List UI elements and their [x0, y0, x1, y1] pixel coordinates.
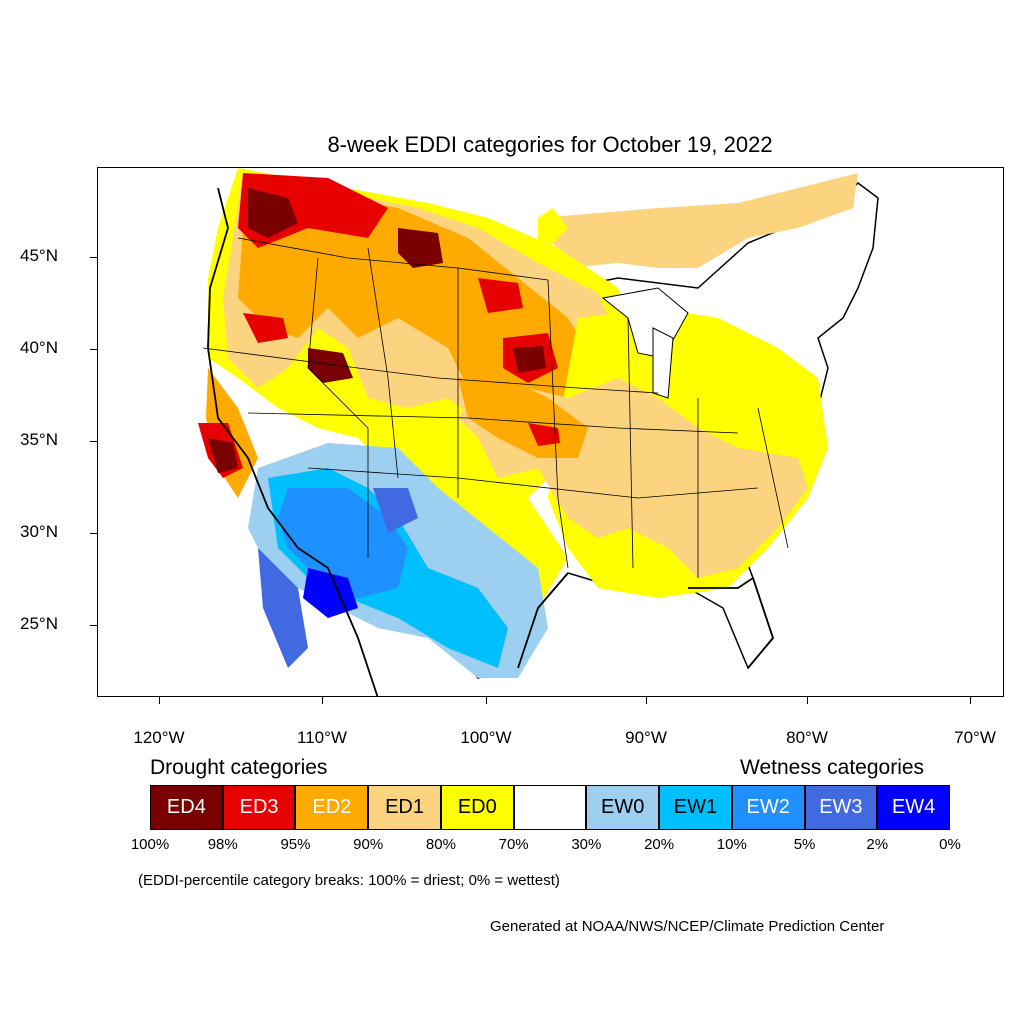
legend-break-label: 10% — [716, 836, 747, 853]
legend-swatch: EW4 — [877, 785, 950, 830]
legend-swatch: EW2 — [731, 785, 805, 830]
baja-ew3 — [258, 548, 308, 668]
kansas-ed3 — [528, 423, 560, 446]
ytick-mark — [90, 349, 97, 350]
legend-swatch: EW3 — [804, 785, 878, 830]
legend-break-label: 98% — [207, 836, 238, 853]
legend-colorbar: ED4 ED3 ED2 ED1 ED0 EW0 EW1 EW2 EW3 EW4 — [150, 785, 950, 830]
dakota-ed3 — [478, 278, 523, 313]
legend-break-label: 95% — [280, 836, 311, 853]
legend-swatch: ED0 — [440, 785, 514, 830]
new-mexico-ew3 — [373, 488, 418, 533]
xtick-label: 90°W — [625, 728, 667, 747]
legend-break-label: 90% — [353, 836, 384, 853]
xtick-label: 80°W — [786, 728, 828, 747]
drought-heading: Drought categories — [150, 756, 328, 779]
legend-swatch — [513, 785, 587, 830]
legend-break-label: 20% — [644, 836, 675, 853]
legend-break-label: 100% — [130, 836, 170, 853]
ytick-mark — [90, 257, 97, 258]
legend-swatch: EW0 — [586, 785, 660, 830]
xtick-mark — [970, 697, 971, 704]
montana-ed4 — [398, 228, 443, 268]
category-note: (EDDI-percentile category breaks: 100% =… — [138, 872, 560, 889]
ytick-mark — [90, 533, 97, 534]
xtick-mark — [646, 697, 647, 704]
xtick-mark — [486, 697, 487, 704]
state-borders — [202, 237, 789, 578]
wetness-heading: Wetness categories — [740, 756, 925, 779]
legend-swatch: ED4 — [150, 785, 223, 830]
legend-break-label: 0% — [939, 836, 961, 853]
washington-ed4 — [248, 188, 298, 238]
xtick-mark — [159, 697, 160, 704]
credit-line: Generated at NOAA/NWS/NCEP/Climate Predi… — [490, 918, 885, 935]
canada-strip-ed1 — [538, 173, 858, 268]
legend-break-label: 30% — [571, 836, 602, 853]
california-ed4 — [208, 438, 238, 473]
legend-swatch: EW1 — [659, 785, 732, 830]
coastline — [207, 187, 775, 696]
ytick-label: 40°N — [20, 338, 58, 357]
xtick-label: 120°W — [133, 728, 185, 747]
legend-swatch: ED2 — [295, 785, 369, 830]
legend-break-label: 80% — [425, 836, 456, 853]
ytick-label: 45°N — [20, 246, 58, 265]
ytick-label: 25°N — [20, 614, 58, 633]
xtick-label: 110°W — [297, 728, 347, 747]
ytick-label: 35°N — [20, 430, 58, 449]
xtick-label: 70°W — [954, 728, 996, 747]
eddi-map — [97, 167, 1004, 697]
xtick-mark — [807, 697, 808, 704]
ytick-label: 30°N — [20, 522, 58, 541]
xtick-mark — [322, 697, 323, 704]
ytick-mark — [90, 625, 97, 626]
legend-break-label: 2% — [866, 836, 889, 853]
dakota-ed4 — [513, 346, 546, 373]
oregon-ed3 — [243, 313, 288, 343]
legend-swatch: ED1 — [368, 785, 441, 830]
legend-break-label: 5% — [793, 836, 816, 853]
xtick-label: 100°W — [460, 728, 512, 747]
idaho-ed4 — [308, 348, 353, 383]
ytick-mark — [90, 441, 97, 442]
lake-michigan — [652, 327, 674, 399]
legend-swatch: ED3 — [222, 785, 296, 830]
map-title: 8-week EDDI categories for October 19, 2… — [327, 132, 773, 157]
legend-break-label: 70% — [498, 836, 529, 853]
